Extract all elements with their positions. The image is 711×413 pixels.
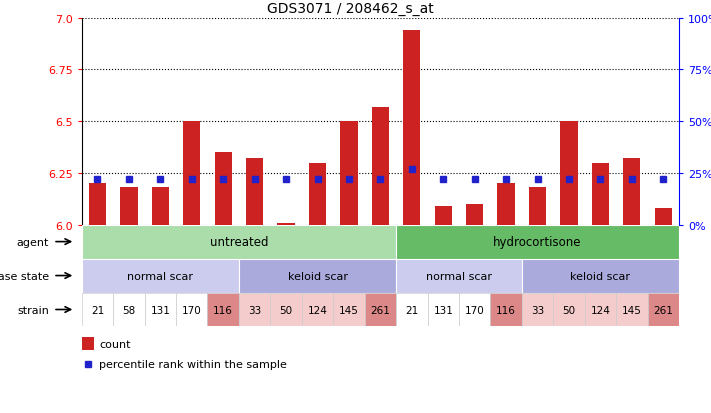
- Bar: [396, 293, 427, 327]
- Text: keloid scar: keloid scar: [570, 271, 631, 281]
- Bar: [616, 293, 648, 327]
- Text: disease state: disease state: [0, 271, 49, 281]
- Bar: [82, 293, 113, 327]
- Text: agent: agent: [16, 237, 49, 247]
- Text: 145: 145: [622, 305, 642, 315]
- Bar: [277, 223, 295, 225]
- Bar: [553, 293, 584, 327]
- Bar: [522, 293, 553, 327]
- Text: 21: 21: [91, 305, 104, 315]
- Text: 50: 50: [279, 305, 293, 315]
- Bar: [113, 293, 144, 327]
- Bar: [491, 293, 522, 327]
- Bar: [341, 122, 358, 225]
- Text: 116: 116: [213, 305, 233, 315]
- Bar: [427, 293, 459, 327]
- Bar: [592, 163, 609, 225]
- Bar: [239, 293, 270, 327]
- Bar: [176, 293, 208, 327]
- Bar: [82, 259, 239, 293]
- Text: percentile rank within the sample: percentile rank within the sample: [100, 359, 287, 369]
- Bar: [333, 293, 365, 327]
- Text: keloid scar: keloid scar: [287, 271, 348, 281]
- Bar: [655, 209, 672, 225]
- Text: 50: 50: [562, 305, 575, 315]
- Text: 124: 124: [308, 305, 328, 315]
- Text: 21: 21: [405, 305, 419, 315]
- Bar: [183, 122, 201, 225]
- Bar: [246, 159, 263, 225]
- Bar: [301, 293, 333, 327]
- Text: normal scar: normal scar: [426, 271, 492, 281]
- Text: 131: 131: [151, 305, 171, 315]
- Bar: [529, 188, 546, 225]
- Text: 124: 124: [590, 305, 610, 315]
- Bar: [584, 293, 616, 327]
- Bar: [270, 293, 301, 327]
- Bar: [624, 159, 641, 225]
- Title: GDS3071 / 208462_s_at: GDS3071 / 208462_s_at: [267, 2, 434, 16]
- Text: 170: 170: [465, 305, 485, 315]
- Text: hydrocortisone: hydrocortisone: [493, 235, 582, 249]
- Bar: [208, 293, 239, 327]
- Text: normal scar: normal scar: [127, 271, 193, 281]
- Text: count: count: [100, 339, 131, 349]
- Bar: [560, 122, 577, 225]
- Text: 131: 131: [433, 305, 453, 315]
- Text: strain: strain: [17, 305, 49, 315]
- Text: 145: 145: [339, 305, 359, 315]
- Bar: [89, 184, 106, 225]
- Bar: [396, 259, 522, 293]
- Bar: [372, 107, 389, 225]
- Bar: [466, 204, 483, 225]
- Bar: [215, 153, 232, 225]
- Bar: [648, 293, 679, 327]
- Text: 58: 58: [122, 305, 136, 315]
- Bar: [365, 293, 396, 327]
- Bar: [396, 225, 679, 259]
- Text: 261: 261: [370, 305, 390, 315]
- Bar: [434, 206, 452, 225]
- Bar: [403, 31, 420, 225]
- Text: 116: 116: [496, 305, 516, 315]
- Bar: [82, 225, 396, 259]
- Text: untreated: untreated: [210, 235, 268, 249]
- Text: 170: 170: [182, 305, 202, 315]
- Text: 261: 261: [653, 305, 673, 315]
- Bar: [82, 337, 94, 350]
- Bar: [151, 188, 169, 225]
- Bar: [522, 259, 679, 293]
- Bar: [498, 184, 515, 225]
- Bar: [459, 293, 491, 327]
- Text: 33: 33: [248, 305, 261, 315]
- Bar: [309, 163, 326, 225]
- Text: 33: 33: [531, 305, 544, 315]
- Bar: [144, 293, 176, 327]
- Bar: [120, 188, 137, 225]
- Bar: [239, 259, 396, 293]
